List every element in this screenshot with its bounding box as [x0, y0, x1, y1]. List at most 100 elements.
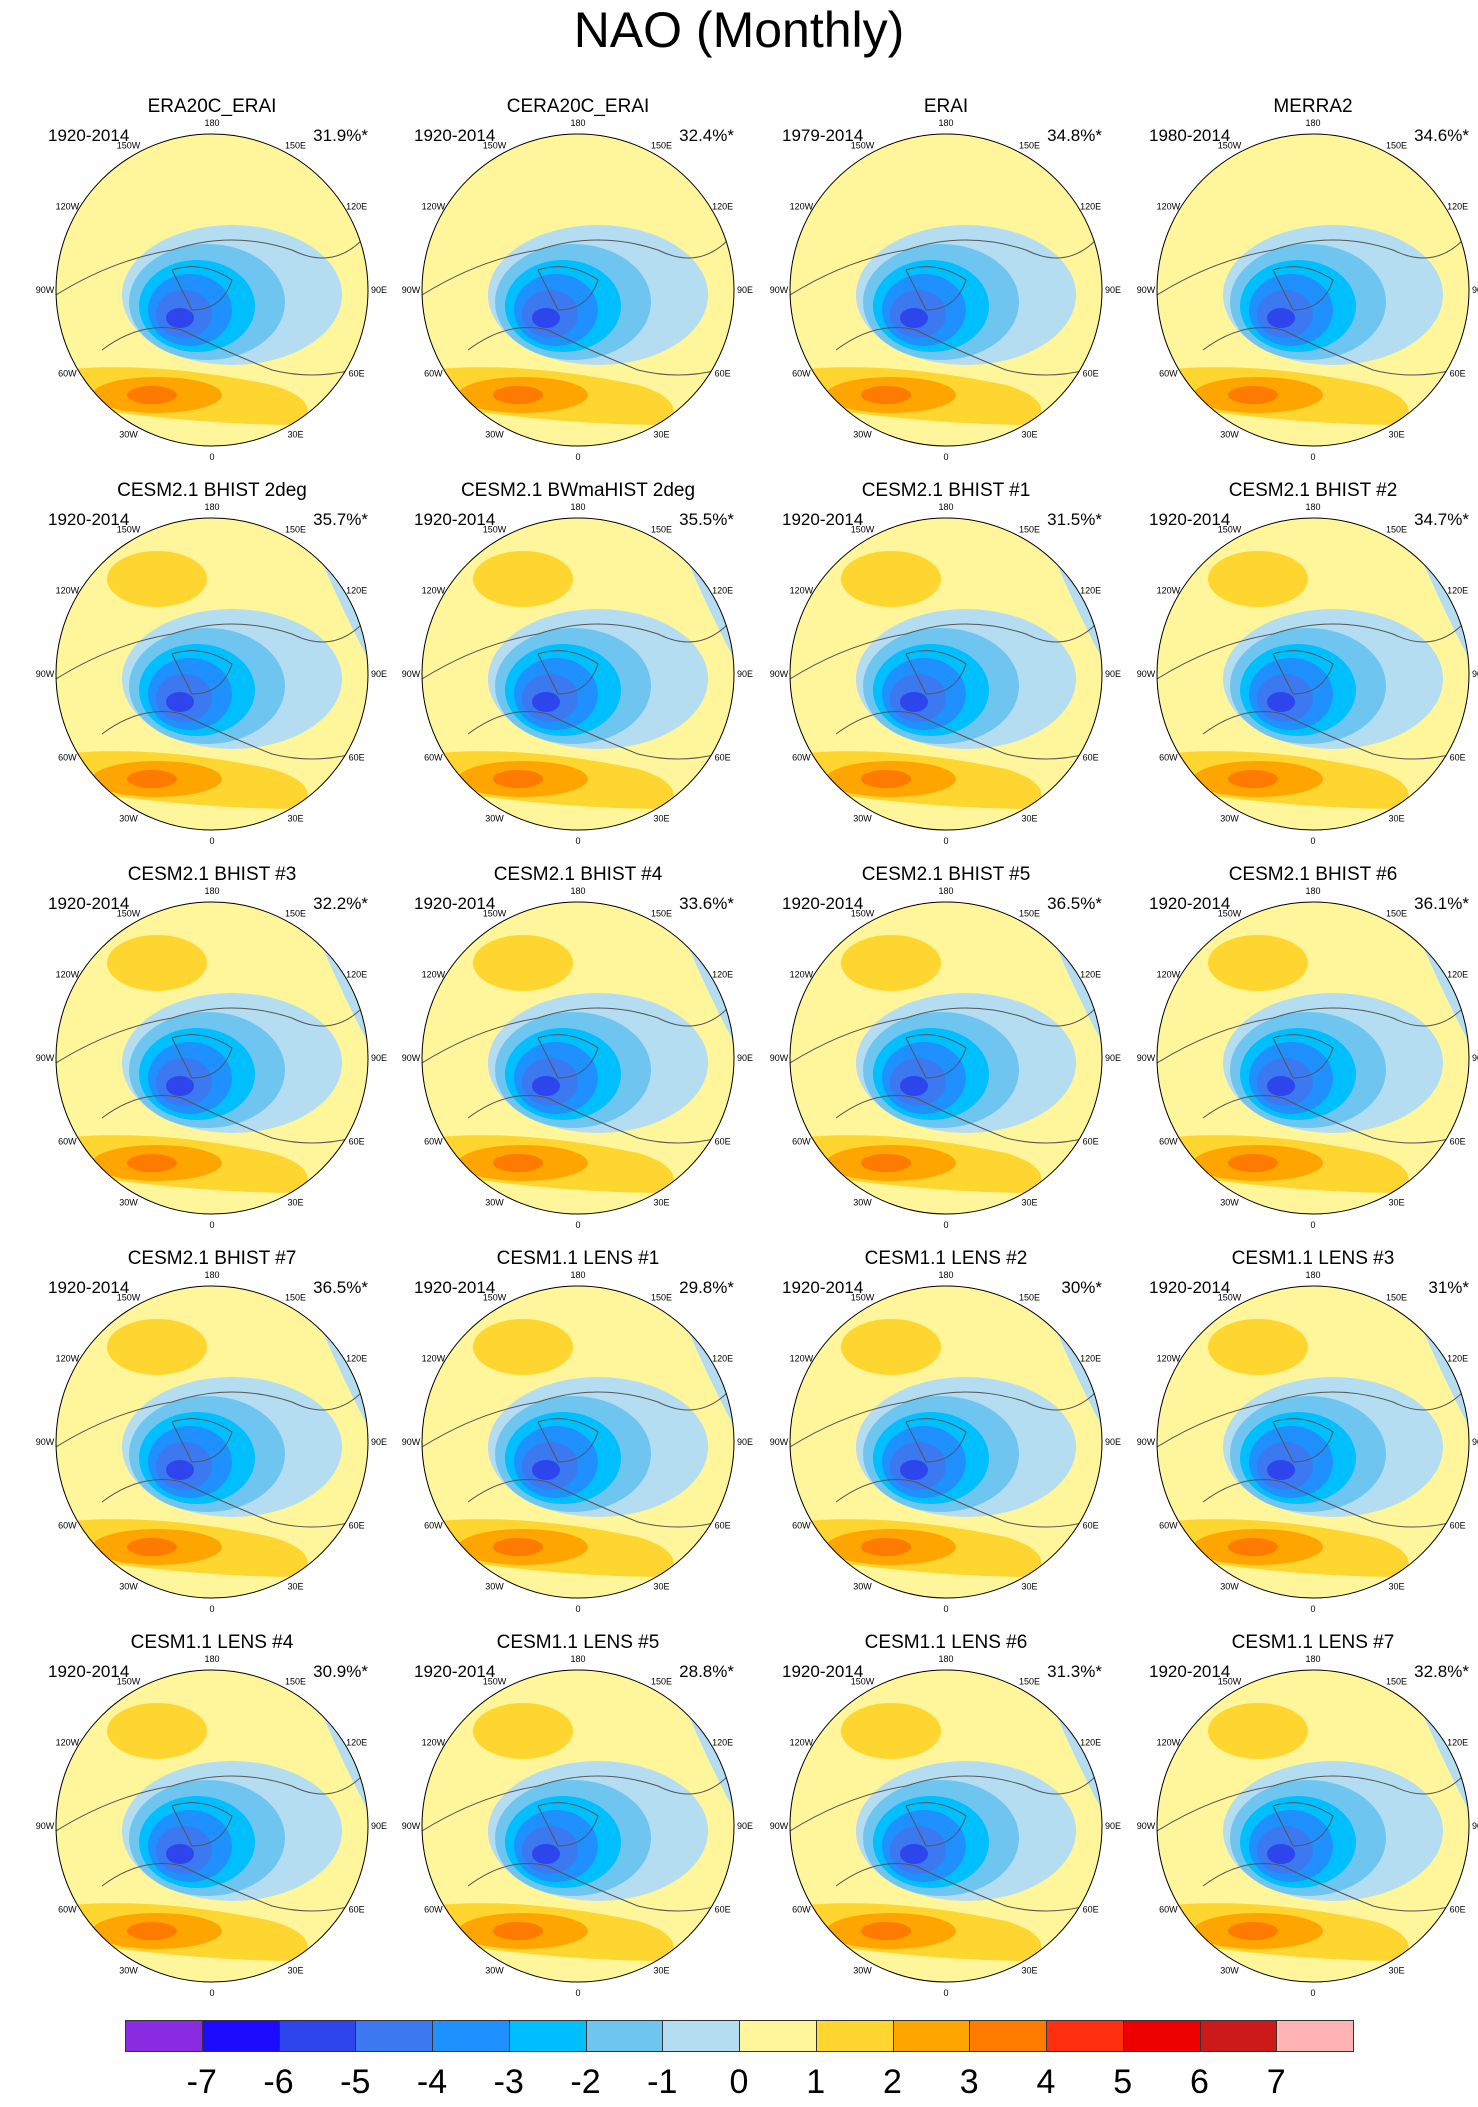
longitude-label: 60W: [424, 753, 443, 763]
positive-anomaly-north: [107, 935, 207, 991]
coastline: [1202, 1863, 1454, 1912]
contour-field: [422, 902, 734, 1214]
panel-variance: 34.6%*: [1414, 126, 1469, 145]
coastline: [101, 711, 353, 760]
longitude-label: 90W: [36, 1053, 55, 1063]
polar-map: 180 150E 120E 90E 60E 30E 0 30W 60W 90W 120W 150W: [770, 502, 1121, 846]
contour-field: [790, 1670, 1102, 1982]
longitude-label: 60E: [1083, 1521, 1099, 1531]
panel-variance: 35.7%*: [313, 510, 368, 529]
coastline: [101, 1479, 353, 1528]
coastlines: [56, 239, 363, 376]
longitude-label: 120E: [712, 586, 733, 596]
longitude-label: 150W: [117, 140, 141, 150]
coastline: [422, 1775, 729, 1832]
longitude-label: 150W: [1218, 1292, 1242, 1302]
polar-map: 180 150E 120E 90E 60E 30E 0 30W 60W 90W 120W 150W: [770, 1654, 1121, 1998]
longitude-label: 90E: [371, 1053, 387, 1063]
contour-field: [790, 1286, 1102, 1598]
map-panel: CESM1.1 LENS #5 1920-2014 28.8%* 180 150E 120…: [394, 1632, 762, 2016]
negative-anomaly-5: [532, 1844, 560, 1864]
longitude-label: 60W: [792, 753, 811, 763]
longitude-label: 90W: [402, 285, 421, 295]
longitude-label: 180: [570, 886, 585, 896]
coastline: [1272, 650, 1334, 695]
map-panel: MERRA2 1980-2014 34.6%* 180 150E 120E 90E 60E 30…: [1129, 96, 1478, 480]
longitude-label: 30E: [1021, 814, 1037, 824]
positive-anomaly-peak: [1228, 1154, 1278, 1172]
map-boundary: [421, 1285, 735, 1599]
map-panel: CESM1.1 LENS #3 1920-2014 31%* 180 150E 120E 9…: [1129, 1248, 1478, 1632]
coastline: [422, 1391, 729, 1448]
negative-anomaly-5: [166, 308, 194, 328]
longitude-label: 90W: [770, 669, 789, 679]
longitude-label: 120W: [1157, 202, 1181, 212]
longitude-label: 150E: [285, 1676, 306, 1686]
longitude-label: 60E: [715, 1521, 731, 1531]
panel-years: 1920-2014: [1149, 510, 1231, 529]
panel-variance: 31%*: [1428, 1278, 1469, 1297]
longitude-label: 150E: [651, 524, 672, 534]
longitude-label: 180: [204, 886, 219, 896]
longitude-label: 120E: [346, 1738, 367, 1748]
map-panel: CESM2.1 BWmaHIST 2deg 1920-2014 35.5%* 180 1…: [394, 480, 762, 864]
contour-field: [790, 518, 1102, 830]
coastline: [422, 1007, 729, 1064]
longitude-label: 120E: [346, 586, 367, 596]
longitude-label: 120E: [1080, 1354, 1101, 1364]
colorbar-swatch: [508, 2020, 587, 2052]
longitude-label: 180: [1305, 886, 1320, 896]
coastlines: [790, 623, 1097, 760]
longitude-label: 0: [943, 836, 948, 846]
coastlines: [56, 1391, 363, 1528]
longitude-label: 60W: [58, 1905, 77, 1915]
longitude-label: 90W: [402, 1821, 421, 1831]
negative-anomaly-5: [166, 1076, 194, 1096]
longitude-label: 180: [570, 118, 585, 128]
longitude-label: 180: [204, 1270, 219, 1280]
longitude-label: 150E: [1386, 140, 1407, 150]
positive-anomaly-north: [473, 1319, 573, 1375]
polar-map: 180 150E 120E 90E 60E 30E 0 30W 60W 90W 120W 150W: [1137, 1270, 1478, 1614]
longitude-label: 150E: [1019, 140, 1040, 150]
longitude-label: 60E: [349, 369, 365, 379]
longitude-label: 60E: [1450, 1137, 1466, 1147]
panel-variance: 31.9%*: [313, 126, 368, 145]
positive-anomaly-peak: [127, 1154, 177, 1172]
coastline: [56, 1007, 363, 1064]
longitude-label: 120E: [1447, 1738, 1468, 1748]
longitude-label: 90E: [371, 1437, 387, 1447]
longitude-label: 30E: [653, 1966, 669, 1976]
longitude-label: 90W: [770, 1437, 789, 1447]
map-boundary: [55, 133, 369, 447]
longitude-label: 90E: [1472, 669, 1478, 679]
longitude-label: 150E: [1019, 908, 1040, 918]
coastline: [101, 1095, 353, 1144]
coastline: [101, 1863, 353, 1912]
longitude-label: 120W: [790, 1354, 814, 1364]
contour-field: [422, 1670, 734, 1982]
contour-field: [790, 134, 1102, 446]
coastline: [422, 623, 729, 680]
longitude-label: 120E: [712, 1738, 733, 1748]
longitude-label: 90W: [36, 1821, 55, 1831]
panel-variance: 30%*: [1061, 1278, 1102, 1297]
positive-anomaly-north: [841, 935, 941, 991]
longitude-label: 0: [209, 1220, 214, 1230]
longitude-label: 150E: [651, 1292, 672, 1302]
colorbar-swatch: [815, 2020, 894, 2052]
colorbar-swatch: [585, 2020, 664, 2052]
longitude-label: 90E: [1472, 285, 1478, 295]
longitude-label: 90E: [1105, 285, 1121, 295]
longitude-label: 120E: [1447, 970, 1468, 980]
map-panel: CESM2.1 BHIST #3 1920-2014 32.2%* 180 150E 12…: [28, 864, 396, 1248]
coastline: [171, 1034, 233, 1079]
longitude-label: 0: [209, 1604, 214, 1614]
longitude-label: 30W: [485, 430, 504, 440]
colorbar-tick-label: 7: [1266, 2063, 1286, 2101]
longitude-label: 120W: [1157, 1354, 1181, 1364]
coastline: [537, 1034, 599, 1079]
longitude-label: 60W: [1159, 1521, 1178, 1531]
map-panel: CESM2.1 BHIST #5 1920-2014 36.5%* 180 150E 12…: [762, 864, 1130, 1248]
longitude-label: 30W: [119, 1966, 138, 1976]
